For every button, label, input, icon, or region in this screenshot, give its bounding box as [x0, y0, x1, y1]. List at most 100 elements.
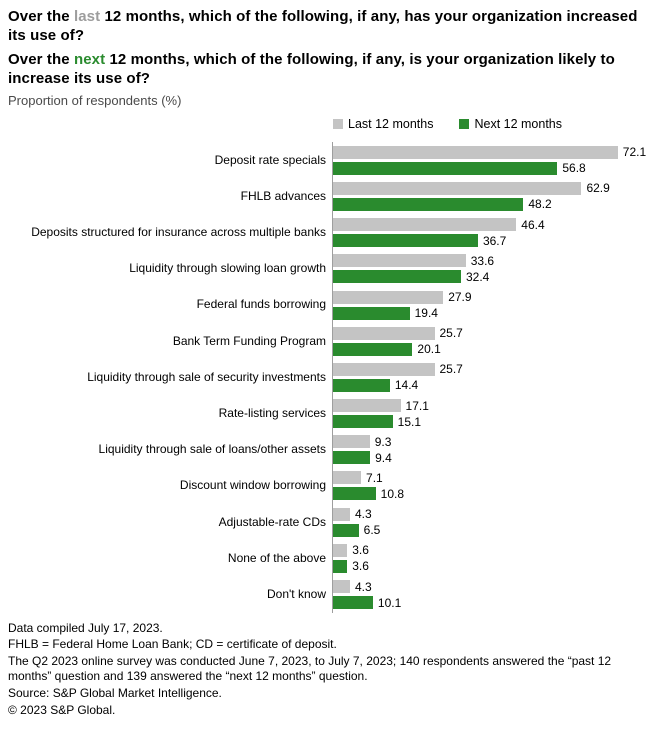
bar-group: 25.7 20.1: [332, 323, 660, 360]
footnote-source: Source: S&P Global Market Intelligence.: [8, 686, 222, 701]
value-label: 20.1: [417, 342, 441, 357]
value-label: 72.1: [622, 145, 647, 160]
bar-line: 46.4: [333, 217, 660, 232]
value-label: 25.7: [439, 362, 463, 377]
bar-group: 4.3 6.5: [332, 504, 660, 541]
chart-row: FHLB advances 62.9 48.2: [0, 178, 660, 215]
bar-line: 10.8: [333, 486, 660, 501]
q1-suffix: 12 months, which of the following, if an…: [8, 8, 638, 45]
chart-row: Rate-listing services 17.1 15.1: [0, 395, 660, 432]
bar-line: 15.1: [333, 414, 660, 429]
chart-row: Adjustable-rate CDs 4.3 6.5: [0, 504, 660, 541]
bar-last-12-months: [333, 145, 618, 159]
bar-last-12-months: [333, 507, 350, 521]
bar-line: 56.8: [333, 161, 660, 175]
chart-row: Federal funds borrowing 27.9 19.4: [0, 286, 660, 324]
question-next-12-months: Over the next 12 months, which of the fo…: [8, 50, 650, 88]
bar-group: 17.1 15.1: [332, 395, 660, 432]
chart-row: Deposit rate specials 72.1 56.8: [0, 142, 660, 179]
bar-line: 9.4: [333, 450, 660, 465]
bar-next-12-months: [333, 487, 376, 501]
legend-label-next: Next 12 months: [474, 117, 563, 132]
q2-prefix: Over the: [8, 51, 74, 69]
legend-swatch-last: [333, 119, 343, 130]
bar-line: 7.1: [333, 470, 660, 485]
legend-label-last: Last 12 months: [348, 117, 434, 132]
value-label: 7.1: [366, 470, 383, 485]
question-last-12-months: Over the last 12 months, which of the fo…: [8, 7, 650, 45]
bar-last-12-months: [333, 399, 401, 413]
bar-last-12-months: [333, 254, 466, 268]
bar-next-12-months: [333, 596, 373, 610]
bar-line: 25.7: [333, 326, 660, 341]
bar-next-12-months: [333, 306, 410, 320]
category-label: FHLB advances: [240, 188, 326, 203]
value-label: 46.4: [521, 217, 545, 232]
chart-titles: Over the last 12 months, which of the fo…: [0, 0, 660, 88]
bar-line: 6.5: [333, 523, 660, 538]
bar-next-12-months: [333, 451, 371, 465]
bar-last-12-months: [333, 290, 444, 304]
value-label: 17.1: [405, 398, 429, 413]
bar-next-12-months: [333, 234, 478, 248]
category-label: Liquidity through sale of loans/other as…: [98, 442, 326, 457]
value-label: 27.9: [448, 290, 472, 305]
bar-last-12-months: [333, 580, 350, 594]
footnote-copyright: © 2023 S&P Global.: [8, 702, 116, 717]
q2-highlight-next: next: [73, 51, 106, 69]
value-label: 10.8: [380, 486, 405, 501]
bar-last-12-months: [333, 326, 435, 340]
footnote-abbreviations: FHLB = Federal Home Loan Bank; CD = cert…: [8, 637, 337, 652]
bar-next-12-months: [333, 559, 348, 573]
bar-last-12-months: [333, 362, 435, 376]
chart-legend: Last 12 months Next 12 months: [333, 117, 660, 131]
bar-next-12-months: [333, 415, 393, 429]
category-label: Don't know: [267, 586, 326, 601]
value-label: 48.2: [528, 197, 552, 212]
bar-line: 19.4: [333, 306, 660, 321]
bar-group: 62.9 48.2: [332, 178, 660, 215]
value-label: 4.3: [354, 579, 372, 594]
bar-line: 25.7: [333, 362, 660, 377]
bar-line: 14.4: [333, 378, 660, 393]
value-label: 15.1: [397, 414, 421, 429]
legend-item-next: Next 12 months: [459, 117, 562, 131]
category-label: Bank Term Funding Program: [172, 333, 326, 348]
category-label: Liquidity through slowing loan growth: [129, 261, 326, 276]
bar-next-12-months: [333, 270, 461, 284]
bar-line: 27.9: [333, 290, 660, 305]
value-label: 19.4: [414, 306, 438, 321]
bar-line: 32.4: [333, 269, 660, 284]
category-label: Adjustable-rate CDs: [218, 514, 326, 529]
category-label: Discount window borrowing: [179, 478, 326, 493]
bar-line: 72.1: [333, 145, 660, 160]
bar-group: 9.3 9.4: [332, 431, 660, 468]
value-label: 6.5: [363, 523, 381, 538]
bar-last-12-months: [333, 471, 362, 485]
bar-line: 10.1: [333, 596, 660, 610]
bar-line: 48.2: [333, 197, 660, 212]
bar-line: 3.6: [333, 543, 660, 557]
value-label: 9.4: [375, 450, 392, 465]
bar-next-12-months: [333, 378, 390, 392]
bar-group: 7.1 10.8: [332, 467, 660, 505]
category-label: Deposit rate specials: [214, 152, 326, 167]
category-label: None of the above: [227, 550, 326, 565]
chart-row: Don't know 4.3 10.1: [0, 576, 660, 613]
q1-highlight-last: last: [73, 8, 101, 25]
bar-line: 4.3: [333, 507, 660, 521]
bar-group: 3.6 3.6: [332, 540, 660, 577]
bar-line: 9.3: [333, 435, 660, 449]
category-label: Federal funds borrowing: [196, 297, 326, 312]
value-label: 32.4: [465, 269, 490, 284]
value-label: 25.7: [439, 326, 463, 341]
chart-row: Liquidity through sale of security inves…: [0, 359, 660, 396]
axis-units-label: Proportion of respondents (%): [8, 93, 182, 109]
value-label: 33.6: [470, 253, 495, 268]
bar-chart: Deposit rate specials 72.1 56.8 FHLB advanc…: [0, 142, 660, 613]
value-label: 14.4: [394, 378, 419, 393]
bar-group: 33.6 32.4: [332, 250, 660, 287]
bar-last-12-months: [333, 435, 370, 449]
chart-row: None of the above 3.6 3.6: [0, 540, 660, 577]
footnote-survey-details: The Q2 2023 online survey was conducted …: [8, 653, 612, 683]
